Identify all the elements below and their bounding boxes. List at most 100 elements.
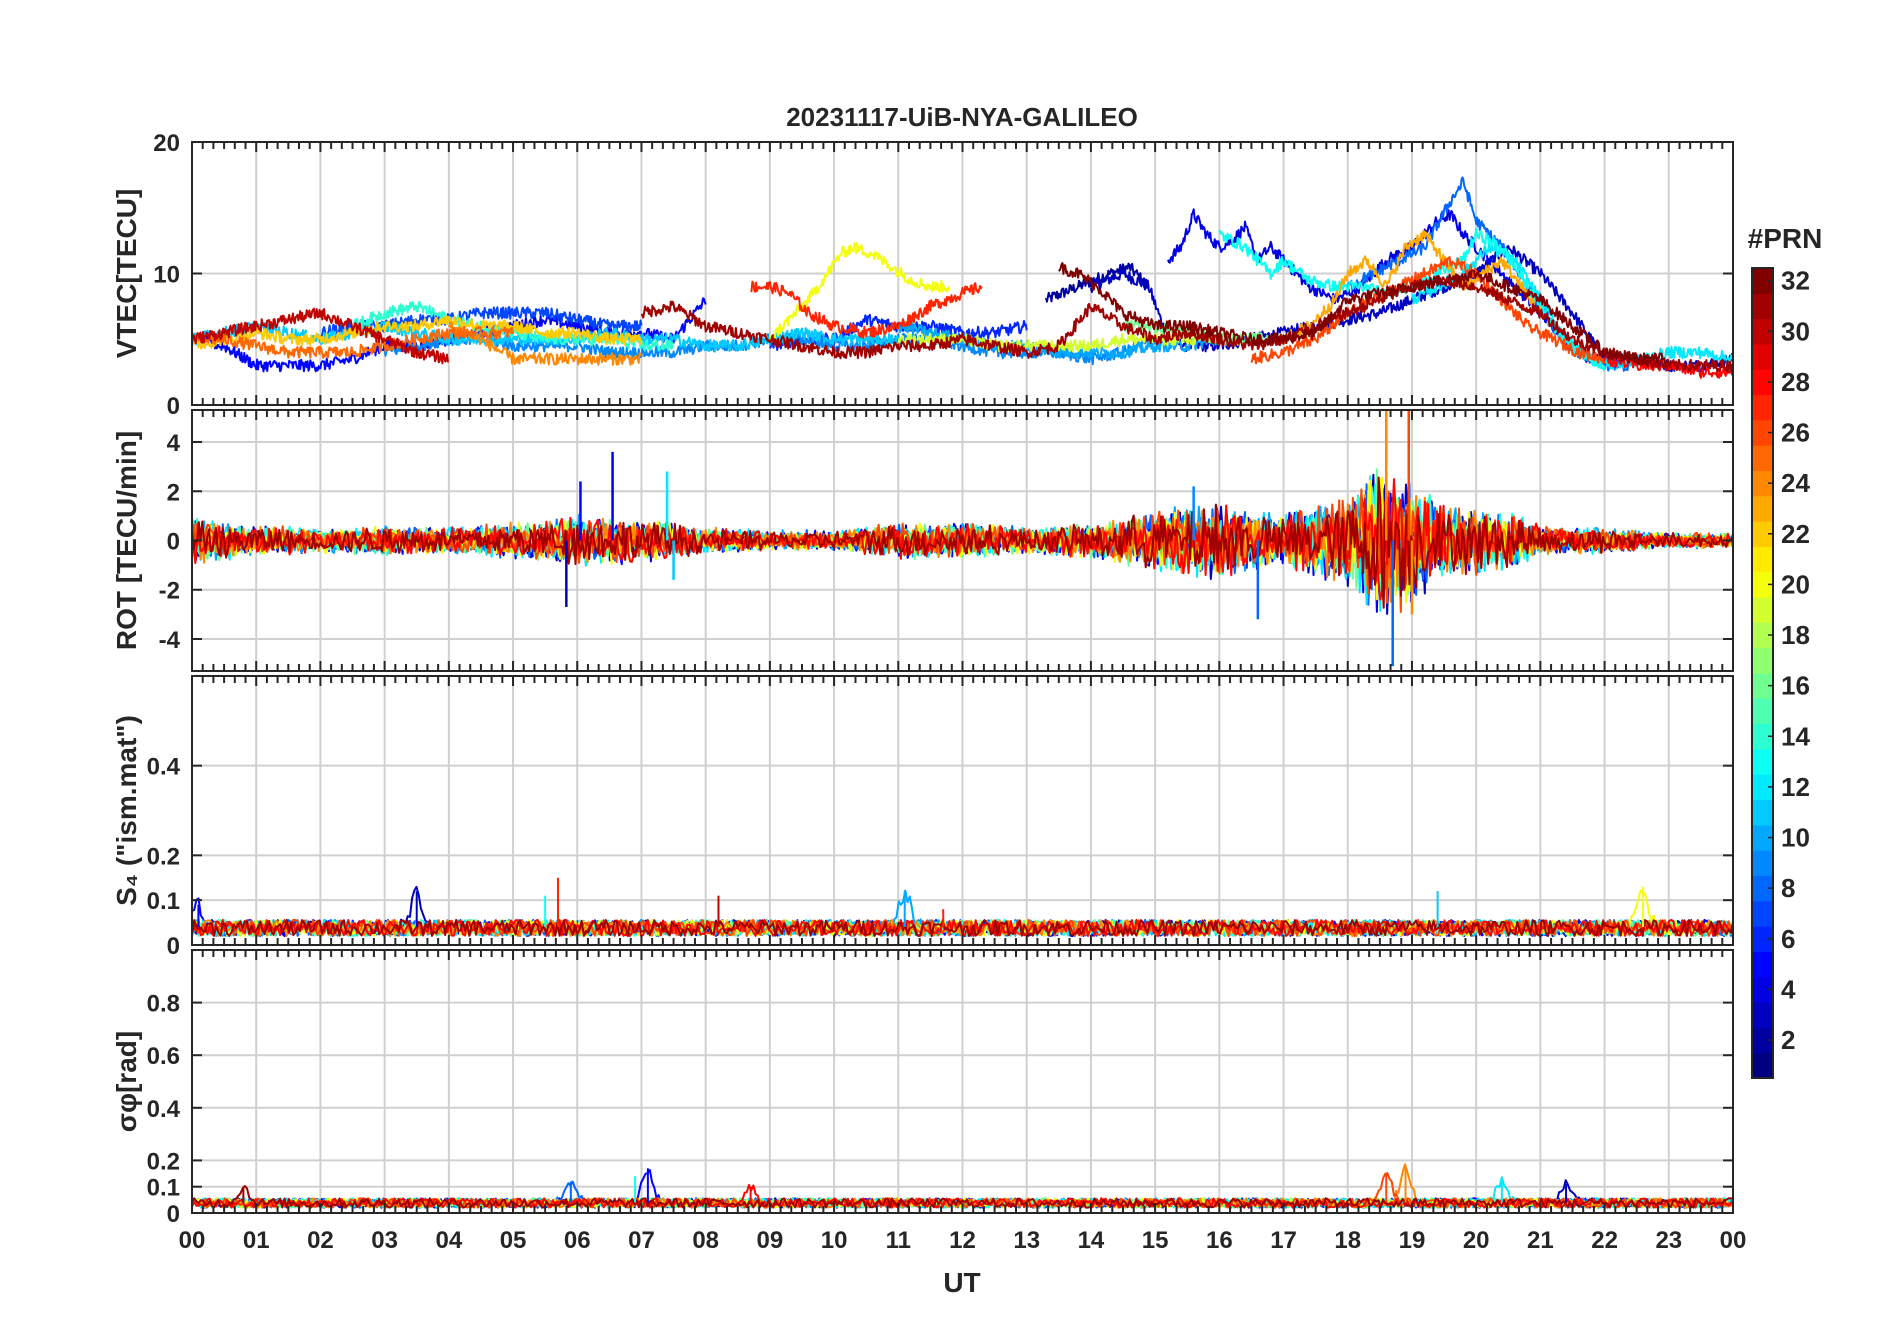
colorbar-cell xyxy=(1752,748,1773,775)
colorbar-cell xyxy=(1752,521,1773,547)
colorbar-tick-label: 16 xyxy=(1781,671,1810,701)
x-ticks xyxy=(191,676,1734,945)
colorbar-cell xyxy=(1752,293,1773,320)
y-tick-label: 0 xyxy=(167,1201,180,1228)
y-axis-label: S₄ ("ism.mat") xyxy=(111,715,142,906)
y-tick-label: -4 xyxy=(159,627,181,654)
x-tick-label: 00 xyxy=(179,1227,206,1254)
colorbar-cell xyxy=(1752,268,1773,294)
colorbar-cell xyxy=(1752,976,1773,1003)
x-tick-label: 11 xyxy=(886,1227,911,1254)
x-tick-label: 02 xyxy=(307,1227,334,1254)
colorbar-cell xyxy=(1752,951,1773,978)
colorbar-cell xyxy=(1752,647,1773,674)
series-line-prn-26 xyxy=(1250,256,1606,365)
x-tick-label: 00 xyxy=(1720,1227,1747,1254)
y-tick-label: 0.1 xyxy=(147,888,180,915)
colorbar-tick-label: 24 xyxy=(1781,468,1810,498)
colorbar-cell xyxy=(1752,1027,1773,1054)
colorbar-cell xyxy=(1752,698,1773,725)
figure-title: 20231117-UiB-NYA-GALILEO xyxy=(786,102,1138,132)
plot-area xyxy=(192,877,1733,937)
series-line-prn-30 xyxy=(192,307,450,365)
x-tick-label: 12 xyxy=(949,1227,976,1254)
colorbar-cell xyxy=(1752,622,1773,649)
colorbar-title: #PRN xyxy=(1748,223,1823,254)
y-tick-label: 0.2 xyxy=(147,843,180,870)
grid xyxy=(192,950,1733,1213)
panel-1: 0 10 20 VTEC[TECU] xyxy=(111,130,1734,420)
colorbar-tick-label: 14 xyxy=(1781,721,1810,751)
x-ticks xyxy=(191,142,1734,405)
y-tick-label: 4 xyxy=(167,430,181,457)
y-axis-label: ROT [TECU/min] xyxy=(111,431,142,650)
y-tick-label: 0 xyxy=(167,393,180,420)
grid xyxy=(192,676,1733,945)
y-tick-label: 0.2 xyxy=(147,1148,180,1175)
x-tick-label: 09 xyxy=(757,1227,784,1254)
colorbar-cell xyxy=(1752,875,1773,902)
series-line-prn-24 xyxy=(447,321,643,366)
x-tick-label: 08 xyxy=(692,1227,719,1254)
panel-4: 00.10.2 0.4 0.6 0.8σφ[rad] xyxy=(111,949,1734,1228)
panel-2: -4 -2 0 2 4 ROT [TECU/min] xyxy=(111,409,1734,672)
x-tick-label: 06 xyxy=(564,1227,591,1254)
colorbar-tick-label: 26 xyxy=(1781,418,1810,448)
colorbar-tick-label: 4 xyxy=(1781,974,1796,1004)
series-line-prn-23 xyxy=(1282,230,1542,345)
y-tick-label: 0.4 xyxy=(147,1096,181,1123)
colorbar-cell xyxy=(1752,1002,1773,1028)
colorbar-cell xyxy=(1752,394,1773,421)
x-axis-label: UT xyxy=(943,1267,980,1298)
colorbar-frame xyxy=(1751,267,1774,1079)
series-line-prn-31 xyxy=(640,274,1733,373)
colorbar-tick-label: 10 xyxy=(1781,823,1810,853)
x-tick-label: 01 xyxy=(243,1227,270,1254)
y-tick-label: 0.6 xyxy=(147,1043,180,1070)
x-tick-label: 14 xyxy=(1078,1227,1105,1254)
y-tick-label: -2 xyxy=(159,578,180,605)
colorbar-tick-label: 22 xyxy=(1781,519,1810,549)
y-tick-label: 20 xyxy=(153,130,180,157)
colorbar-cell xyxy=(1752,419,1773,446)
y-tick-label: 2 xyxy=(167,479,180,506)
colorbar-cell xyxy=(1752,850,1773,876)
y-axis-label: VTEC[TECU] xyxy=(111,189,142,359)
panel-3: 0 0.1 0.2 0.4S₄ ("ism.mat") xyxy=(111,675,1734,960)
y-tick-label: 0 xyxy=(167,529,180,556)
x-tick-label: 13 xyxy=(1013,1227,1040,1254)
colorbar-cell xyxy=(1752,495,1773,522)
colorbar-cell xyxy=(1752,926,1773,952)
colorbar-tick-label: 12 xyxy=(1781,772,1810,802)
x-tick-label: 05 xyxy=(500,1227,527,1254)
colorbar-cell xyxy=(1752,546,1773,573)
colorbar-cell xyxy=(1752,343,1773,370)
colorbar-tick-label: 8 xyxy=(1781,873,1795,903)
series-line-prn-7 xyxy=(320,306,643,339)
x-ticks xyxy=(191,410,1734,671)
colorbar-cell xyxy=(1752,318,1773,345)
colorbar-cell xyxy=(1752,597,1773,623)
series-line-prn-26 xyxy=(192,488,1733,613)
colorbar-tick-label: 28 xyxy=(1781,367,1810,397)
x-tick-label: 15 xyxy=(1142,1227,1169,1254)
colorbar-cell xyxy=(1752,445,1773,471)
series-line-prn-32 xyxy=(1058,262,1669,366)
x-tick-label: 17 xyxy=(1270,1227,1297,1254)
x-tick-label: 10 xyxy=(821,1227,848,1254)
x-tick-label: 03 xyxy=(371,1227,398,1254)
series-line-prn-31 xyxy=(192,476,1733,609)
colorbar-cell xyxy=(1752,571,1773,598)
colorbar-cell xyxy=(1752,470,1773,497)
colorbar-tick-label: 18 xyxy=(1781,620,1810,650)
colorbar-cell xyxy=(1752,799,1773,826)
colorbar-cell xyxy=(1752,1052,1773,1079)
y-tick-label: 10 xyxy=(153,262,180,289)
colorbar-cell xyxy=(1752,673,1773,699)
colorbar-tick-label: 32 xyxy=(1781,266,1810,296)
series-line-prn-27 xyxy=(750,280,983,339)
y-tick-label: 0.1 xyxy=(147,1175,180,1202)
